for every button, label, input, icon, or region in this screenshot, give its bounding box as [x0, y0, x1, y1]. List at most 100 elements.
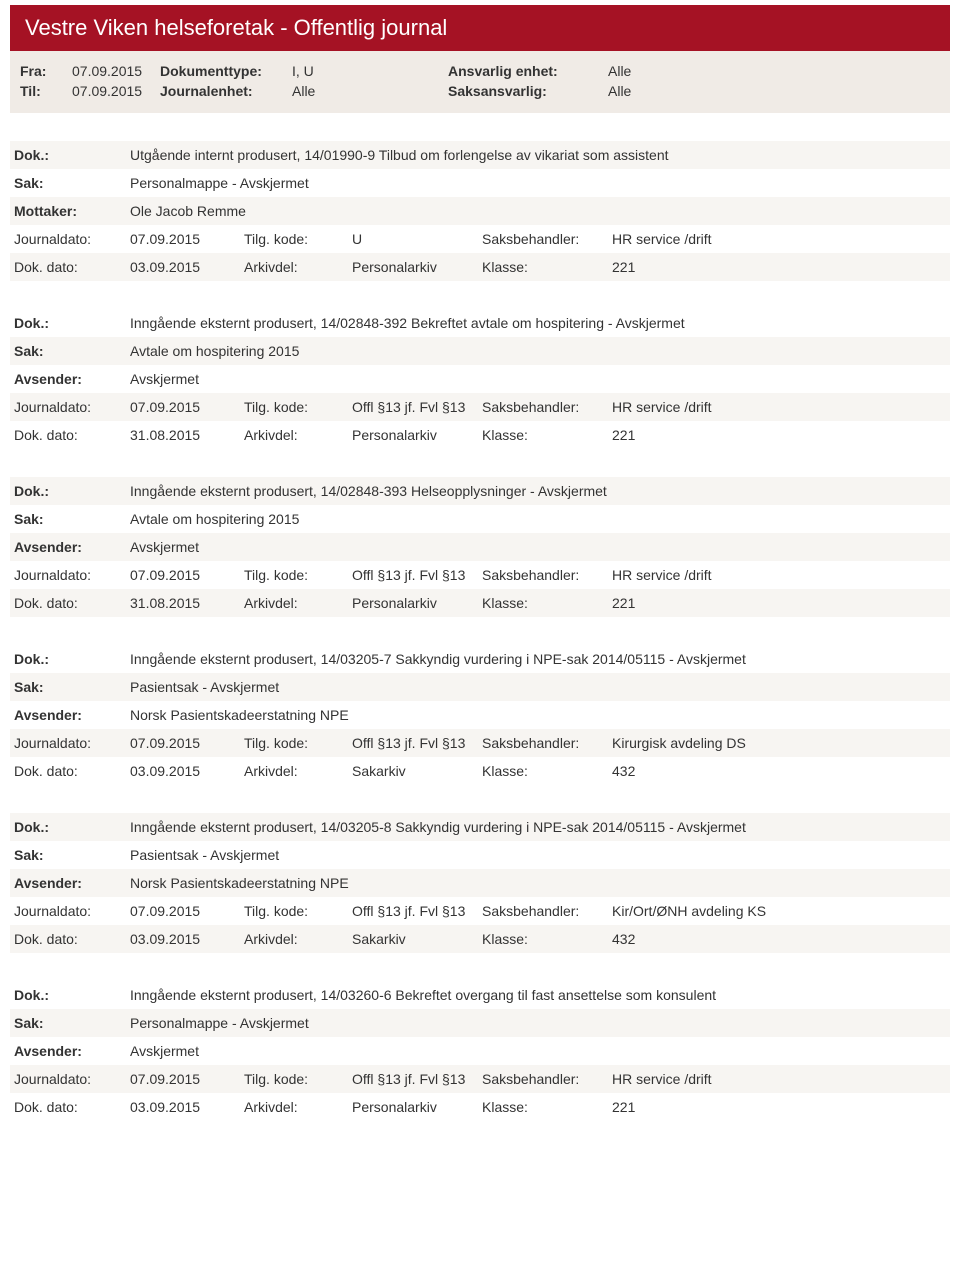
arkivdel-label: Arkivdel: [244, 427, 352, 443]
entry-sak-row: Sak: Avtale om hospitering 2015 [10, 337, 950, 365]
klasse-label: Klasse: [482, 595, 612, 611]
journaldato-label: Journaldato: [14, 399, 130, 415]
entry-detail-row-2: Dok. dato: 03.09.2015 Arkivdel: Sakarkiv… [10, 757, 950, 785]
entry-party-label: Avsender: [14, 539, 130, 555]
journal-entry: Dok.: Utgående internt produsert, 14/019… [10, 141, 950, 281]
arkivdel-value: Personalarkiv [352, 427, 482, 443]
journal-page: Vestre Viken helseforetak - Offentlig jo… [0, 0, 960, 1141]
journal-entry: Dok.: Inngående eksternt produsert, 14/0… [10, 981, 950, 1121]
entry-party-row: Avsender: Norsk Pasientskadeerstatning N… [10, 701, 950, 729]
entry-detail-row-2: Dok. dato: 31.08.2015 Arkivdel: Personal… [10, 589, 950, 617]
entry-dok-value: Utgående internt produsert, 14/01990-9 T… [130, 147, 950, 163]
entry-dok-row: Dok.: Inngående eksternt produsert, 14/0… [10, 645, 950, 673]
entry-sak-value: Personalmappe - Avskjermet [130, 1015, 950, 1031]
entry-sak-value: Pasientsak - Avskjermet [130, 679, 950, 695]
dokdato-value: 03.09.2015 [130, 931, 244, 947]
entry-detail-row-2: Dok. dato: 31.08.2015 Arkivdel: Personal… [10, 421, 950, 449]
entry-sak-label: Sak: [14, 679, 130, 695]
dokdato-label: Dok. dato: [14, 763, 130, 779]
entry-dok-row: Dok.: Inngående eksternt produsert, 14/0… [10, 477, 950, 505]
klasse-value: 221 [612, 595, 950, 611]
entry-dok-label: Dok.: [14, 147, 130, 163]
page-title: Vestre Viken helseforetak - Offentlig jo… [25, 15, 447, 40]
dokdato-value: 03.09.2015 [130, 1099, 244, 1115]
entry-party-value: Avskjermet [130, 539, 950, 555]
klasse-value: 432 [612, 763, 950, 779]
klasse-label: Klasse: [482, 259, 612, 275]
tilgkode-label: Tilg. kode: [244, 567, 352, 583]
tilgkode-label: Tilg. kode: [244, 735, 352, 751]
arkivdel-value: Personalarkiv [352, 595, 482, 611]
meta-label-fra: Fra: [10, 63, 72, 79]
tilgkode-label: Tilg. kode: [244, 903, 352, 919]
journaldato-label: Journaldato: [14, 735, 130, 751]
arkivdel-value: Sakarkiv [352, 763, 482, 779]
entry-sak-row: Sak: Personalmappe - Avskjermet [10, 169, 950, 197]
entry-sak-row: Sak: Pasientsak - Avskjermet [10, 841, 950, 869]
entry-party-row: Avsender: Avskjermet [10, 533, 950, 561]
entry-dok-row: Dok.: Inngående eksternt produsert, 14/0… [10, 309, 950, 337]
meta-value-doktype: I, U [292, 63, 448, 79]
klasse-value: 221 [612, 259, 950, 275]
dokdato-value: 31.08.2015 [130, 427, 244, 443]
journaldato-value: 07.09.2015 [130, 567, 244, 583]
entry-party-row: Avsender: Norsk Pasientskadeerstatning N… [10, 869, 950, 897]
meta-label-doktype: Dokumenttype: [160, 63, 292, 79]
klasse-value: 221 [612, 427, 950, 443]
entry-party-value: Avskjermet [130, 1043, 950, 1059]
saksbehandler-label: Saksbehandler: [482, 735, 612, 751]
klasse-label: Klasse: [482, 931, 612, 947]
entry-dok-row: Dok.: Inngående eksternt produsert, 14/0… [10, 981, 950, 1009]
entry-sak-label: Sak: [14, 511, 130, 527]
entry-party-label: Avsender: [14, 1043, 130, 1059]
arkivdel-label: Arkivdel: [244, 931, 352, 947]
saksbehandler-value: HR service /drift [612, 567, 950, 583]
journaldato-value: 07.09.2015 [130, 399, 244, 415]
arkivdel-value: Personalarkiv [352, 1099, 482, 1115]
meta-value-til: 07.09.2015 [72, 83, 160, 99]
entry-party-value: Norsk Pasientskadeerstatning NPE [130, 707, 950, 723]
entry-dok-value: Inngående eksternt produsert, 14/03205-8… [130, 819, 950, 835]
saksbehandler-label: Saksbehandler: [482, 1071, 612, 1087]
entries-container: Dok.: Utgående internt produsert, 14/019… [10, 141, 950, 1121]
arkivdel-value: Personalarkiv [352, 259, 482, 275]
tilgkode-value: Offl §13 jf. Fvl §13 [352, 567, 482, 583]
tilgkode-value: Offl §13 jf. Fvl §13 [352, 735, 482, 751]
entry-sak-row: Sak: Pasientsak - Avskjermet [10, 673, 950, 701]
entry-party-row: Avsender: Avskjermet [10, 1037, 950, 1065]
entry-detail-row-1: Journaldato: 07.09.2015 Tilg. kode: U Sa… [10, 225, 950, 253]
klasse-label: Klasse: [482, 427, 612, 443]
dokdato-label: Dok. dato: [14, 427, 130, 443]
entry-sak-value: Avtale om hospitering 2015 [130, 343, 950, 359]
saksbehandler-value: HR service /drift [612, 399, 950, 415]
entry-dok-label: Dok.: [14, 819, 130, 835]
dokdato-value: 31.08.2015 [130, 595, 244, 611]
saksbehandler-label: Saksbehandler: [482, 231, 612, 247]
journaldato-value: 07.09.2015 [130, 1071, 244, 1087]
entry-party-label: Mottaker: [14, 203, 130, 219]
entry-dok-label: Dok.: [14, 315, 130, 331]
tilgkode-value: U [352, 231, 482, 247]
entry-sak-row: Sak: Avtale om hospitering 2015 [10, 505, 950, 533]
tilgkode-label: Tilg. kode: [244, 399, 352, 415]
saksbehandler-value: Kirurgisk avdeling DS [612, 735, 950, 751]
entry-party-label: Avsender: [14, 371, 130, 387]
klasse-label: Klasse: [482, 763, 612, 779]
entry-dok-label: Dok.: [14, 987, 130, 1003]
journaldato-label: Journaldato: [14, 1071, 130, 1087]
entry-sak-value: Personalmappe - Avskjermet [130, 175, 950, 191]
dokdato-label: Dok. dato: [14, 931, 130, 947]
klasse-value: 432 [612, 931, 950, 947]
klasse-label: Klasse: [482, 1099, 612, 1115]
journaldato-label: Journaldato: [14, 231, 130, 247]
meta-row-2: Til: 07.09.2015 Journalenhet: Alle Saksa… [10, 81, 950, 101]
entry-dok-row: Dok.: Utgående internt produsert, 14/019… [10, 141, 950, 169]
meta-label-ansvarlig: Ansvarlig enhet: [448, 63, 608, 79]
saksbehandler-value: Kir/Ort/ØNH avdeling KS [612, 903, 950, 919]
meta-label-journalenhet: Journalenhet: [160, 83, 292, 99]
entry-detail-row-1: Journaldato: 07.09.2015 Tilg. kode: Offl… [10, 1065, 950, 1093]
entry-party-value: Ole Jacob Remme [130, 203, 950, 219]
dokdato-label: Dok. dato: [14, 259, 130, 275]
entry-dok-label: Dok.: [14, 651, 130, 667]
entry-detail-row-1: Journaldato: 07.09.2015 Tilg. kode: Offl… [10, 561, 950, 589]
